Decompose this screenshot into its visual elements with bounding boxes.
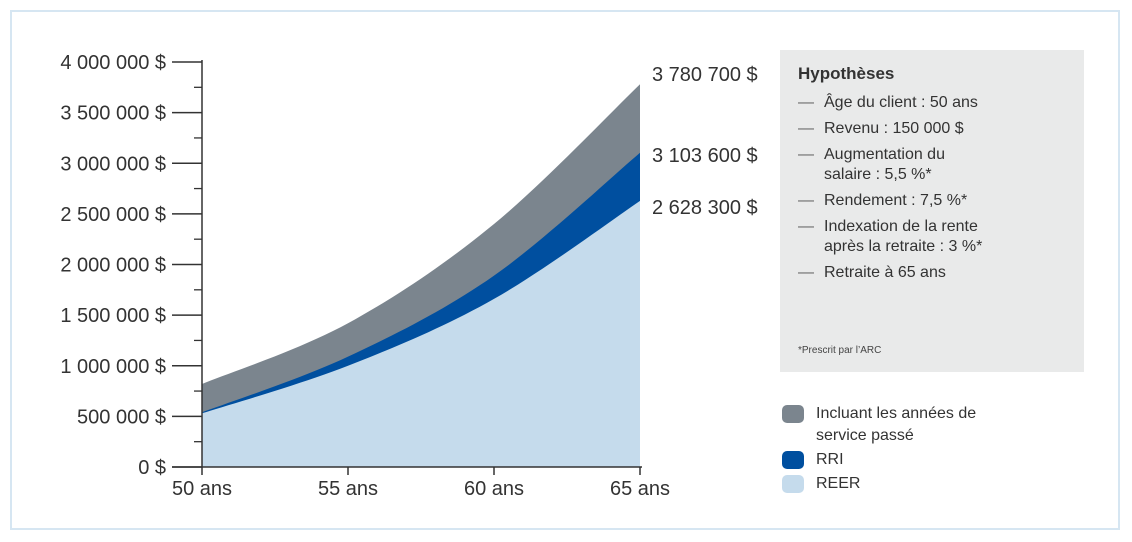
x-tick-label: 50 ans	[172, 478, 232, 500]
hypothesis-item: — Revenu : 150 000 $	[798, 119, 1068, 139]
area-reer	[202, 200, 640, 467]
dash-icon: —	[798, 218, 814, 235]
legend-swatch	[782, 475, 804, 493]
legend-item: Incluant les années de service passé	[782, 403, 1026, 447]
legend-swatch	[782, 405, 804, 423]
hypothesis-text: Augmentation du salaire : 5,5 %*	[824, 146, 945, 183]
chart-legend: Incluant les années de service passé RRI R…	[782, 403, 1026, 497]
hypothesis-text: Indexation de la rente après la retraite…	[824, 218, 983, 255]
legend-label: RRI	[816, 451, 844, 468]
dash-icon: —	[798, 264, 814, 281]
hypothesis-text: Revenu : 150 000 $	[824, 120, 964, 137]
chart-end-labels: 3 780 700 $ 3 103 600 $ 2 628 300 $	[652, 64, 758, 219]
y-tick-label: 3 000 000 $	[60, 153, 166, 175]
hypotheses-panel: Hypothèses — Âge du client : 50 ans — Reven…	[780, 50, 1084, 372]
legend-label: REER	[816, 475, 861, 492]
legend-label: Incluant les années de service passé	[816, 405, 977, 444]
hypothesis-item: — Rendement : 7,5 %*	[798, 191, 1068, 211]
y-tick-label: 2 500 000 $	[60, 204, 166, 226]
y-tick-label: 0 $	[138, 457, 166, 479]
x-tick-label: 55 ans	[318, 478, 378, 500]
hypothesis-item: — Âge du client : 50 ans	[798, 93, 1068, 113]
hypothesis-item: — Augmentation du salaire : 5,5 %*	[798, 145, 1068, 185]
dash-icon: —	[798, 120, 814, 137]
y-tick-label: 2 000 000 $	[60, 255, 166, 277]
y-tick-label: 4 000 000 $	[60, 52, 166, 74]
hypothesis-text: Retraite à 65 ans	[824, 264, 946, 281]
hypothesis-text: Âge du client : 50 ans	[824, 94, 978, 111]
x-tick-label: 60 ans	[464, 478, 524, 500]
y-tick-label: 1 000 000 $	[60, 356, 166, 378]
dash-icon: —	[798, 94, 814, 111]
hypothesis-text: Rendement : 7,5 %*	[824, 192, 968, 209]
dash-icon: —	[798, 146, 814, 163]
end-label-incluant: 3 780 700 $	[652, 64, 758, 86]
end-label-reer: 2 628 300 $	[652, 197, 758, 219]
hypothesis-item: — Retraite à 65 ans	[798, 263, 1068, 283]
hypothesis-item: — Indexation de la rente après la retrait…	[798, 217, 1068, 257]
legend-item: REER	[782, 473, 1026, 495]
y-tick-label: 500 000 $	[77, 406, 166, 428]
dash-icon: —	[798, 192, 814, 209]
hypotheses-footnote: *Prescrit par l’ARC	[798, 345, 882, 356]
hypotheses-title: Hypothèses	[798, 64, 895, 83]
legend-swatch	[782, 451, 804, 469]
legend-item: RRI	[782, 449, 1026, 471]
end-label-rri: 3 103 600 $	[652, 145, 758, 167]
y-tick-label: 1 500 000 $	[60, 305, 166, 327]
chart-axes: 0 $ 500 000 $ 1 000 000 $ 1 500 000 $ 2 000 …	[60, 52, 670, 500]
x-tick-label: 65 ans	[610, 478, 670, 500]
hypotheses-list: — Âge du client : 50 ans — Revenu : 150 000…	[798, 93, 1068, 283]
chart-areas	[202, 84, 640, 468]
y-tick-label: 3 500 000 $	[60, 103, 166, 125]
